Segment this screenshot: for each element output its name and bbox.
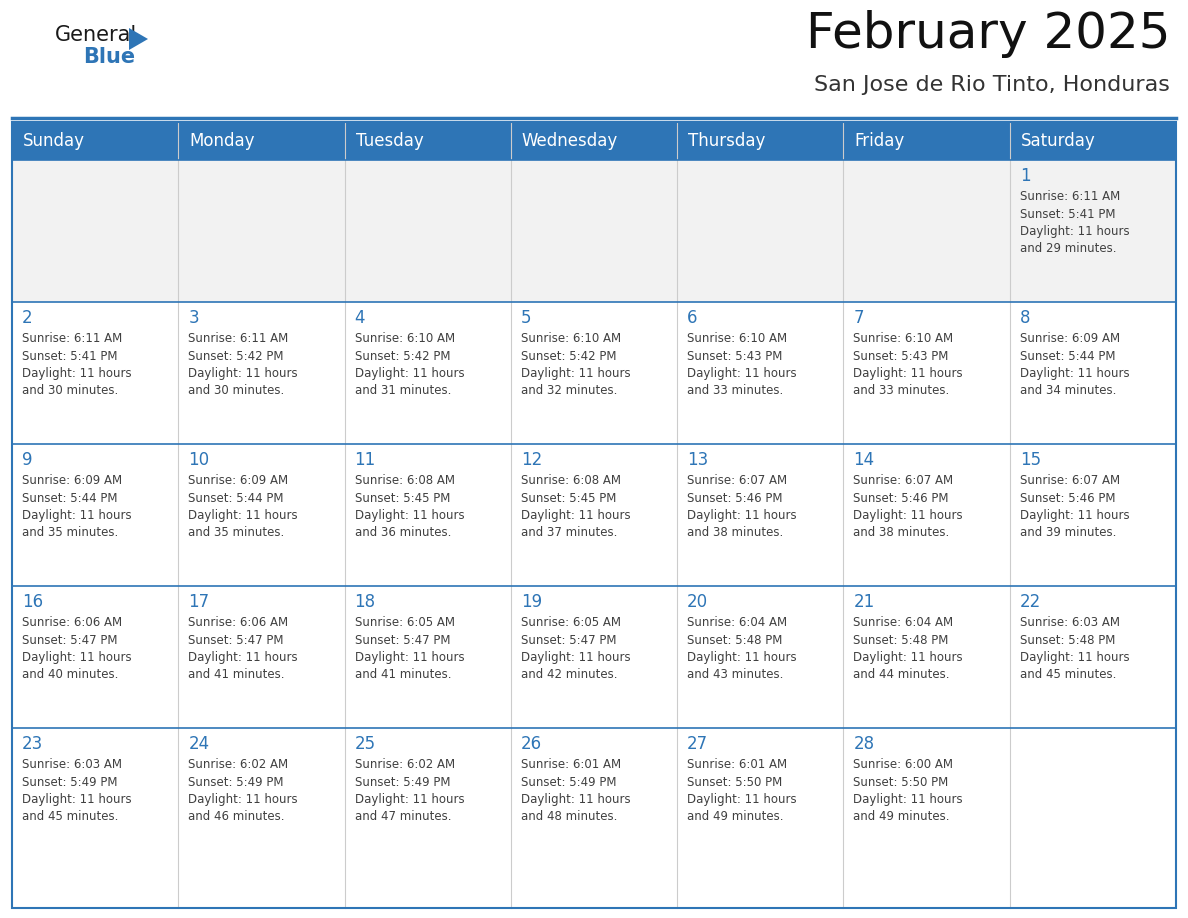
Text: 20: 20 bbox=[687, 593, 708, 611]
Text: Sunrise: 6:05 AM
Sunset: 5:47 PM
Daylight: 11 hours
and 41 minutes.: Sunrise: 6:05 AM Sunset: 5:47 PM Dayligh… bbox=[354, 616, 465, 681]
Text: 12: 12 bbox=[520, 451, 542, 469]
Text: 7: 7 bbox=[853, 309, 864, 327]
Text: 9: 9 bbox=[23, 451, 32, 469]
Text: Sunrise: 6:02 AM
Sunset: 5:49 PM
Daylight: 11 hours
and 47 minutes.: Sunrise: 6:02 AM Sunset: 5:49 PM Dayligh… bbox=[354, 758, 465, 823]
Text: Sunrise: 6:09 AM
Sunset: 5:44 PM
Daylight: 11 hours
and 35 minutes.: Sunrise: 6:09 AM Sunset: 5:44 PM Dayligh… bbox=[188, 474, 298, 540]
Text: Sunrise: 6:11 AM
Sunset: 5:41 PM
Daylight: 11 hours
and 29 minutes.: Sunrise: 6:11 AM Sunset: 5:41 PM Dayligh… bbox=[1019, 190, 1130, 255]
Bar bbox=[12, 160, 1176, 302]
Text: Sunrise: 6:04 AM
Sunset: 5:48 PM
Daylight: 11 hours
and 44 minutes.: Sunrise: 6:04 AM Sunset: 5:48 PM Dayligh… bbox=[853, 616, 963, 681]
Text: 21: 21 bbox=[853, 593, 874, 611]
Bar bbox=[12, 122, 1176, 908]
Text: Sunrise: 6:01 AM
Sunset: 5:49 PM
Daylight: 11 hours
and 48 minutes.: Sunrise: 6:01 AM Sunset: 5:49 PM Dayligh… bbox=[520, 758, 631, 823]
Text: Sunrise: 6:07 AM
Sunset: 5:46 PM
Daylight: 11 hours
and 39 minutes.: Sunrise: 6:07 AM Sunset: 5:46 PM Dayligh… bbox=[1019, 474, 1130, 540]
Text: Friday: Friday bbox=[854, 132, 905, 150]
Text: 14: 14 bbox=[853, 451, 874, 469]
Text: 17: 17 bbox=[188, 593, 209, 611]
Text: Sunrise: 6:10 AM
Sunset: 5:42 PM
Daylight: 11 hours
and 32 minutes.: Sunrise: 6:10 AM Sunset: 5:42 PM Dayligh… bbox=[520, 332, 631, 397]
Text: Sunrise: 6:06 AM
Sunset: 5:47 PM
Daylight: 11 hours
and 41 minutes.: Sunrise: 6:06 AM Sunset: 5:47 PM Dayligh… bbox=[188, 616, 298, 681]
Text: 26: 26 bbox=[520, 735, 542, 753]
Text: Sunrise: 6:07 AM
Sunset: 5:46 PM
Daylight: 11 hours
and 38 minutes.: Sunrise: 6:07 AM Sunset: 5:46 PM Dayligh… bbox=[687, 474, 797, 540]
Text: Sunrise: 6:01 AM
Sunset: 5:50 PM
Daylight: 11 hours
and 49 minutes.: Sunrise: 6:01 AM Sunset: 5:50 PM Dayligh… bbox=[687, 758, 797, 823]
Text: 27: 27 bbox=[687, 735, 708, 753]
Text: Sunrise: 6:06 AM
Sunset: 5:47 PM
Daylight: 11 hours
and 40 minutes.: Sunrise: 6:06 AM Sunset: 5:47 PM Dayligh… bbox=[23, 616, 132, 681]
Text: 4: 4 bbox=[354, 309, 365, 327]
Text: Sunrise: 6:11 AM
Sunset: 5:41 PM
Daylight: 11 hours
and 30 minutes.: Sunrise: 6:11 AM Sunset: 5:41 PM Dayligh… bbox=[23, 332, 132, 397]
Text: Sunrise: 6:05 AM
Sunset: 5:47 PM
Daylight: 11 hours
and 42 minutes.: Sunrise: 6:05 AM Sunset: 5:47 PM Dayligh… bbox=[520, 616, 631, 681]
Text: Sunrise: 6:04 AM
Sunset: 5:48 PM
Daylight: 11 hours
and 43 minutes.: Sunrise: 6:04 AM Sunset: 5:48 PM Dayligh… bbox=[687, 616, 797, 681]
Bar bbox=[12, 444, 1176, 586]
Text: 25: 25 bbox=[354, 735, 375, 753]
Text: 24: 24 bbox=[188, 735, 209, 753]
Text: 16: 16 bbox=[23, 593, 43, 611]
Text: 6: 6 bbox=[687, 309, 697, 327]
Text: Sunrise: 6:07 AM
Sunset: 5:46 PM
Daylight: 11 hours
and 38 minutes.: Sunrise: 6:07 AM Sunset: 5:46 PM Dayligh… bbox=[853, 474, 963, 540]
Text: 1: 1 bbox=[1019, 167, 1030, 185]
Text: Sunrise: 6:08 AM
Sunset: 5:45 PM
Daylight: 11 hours
and 36 minutes.: Sunrise: 6:08 AM Sunset: 5:45 PM Dayligh… bbox=[354, 474, 465, 540]
Text: Sunrise: 6:02 AM
Sunset: 5:49 PM
Daylight: 11 hours
and 46 minutes.: Sunrise: 6:02 AM Sunset: 5:49 PM Dayligh… bbox=[188, 758, 298, 823]
Polygon shape bbox=[129, 28, 148, 50]
Text: Sunrise: 6:11 AM
Sunset: 5:42 PM
Daylight: 11 hours
and 30 minutes.: Sunrise: 6:11 AM Sunset: 5:42 PM Dayligh… bbox=[188, 332, 298, 397]
Text: Saturday: Saturday bbox=[1020, 132, 1095, 150]
Text: Sunrise: 6:08 AM
Sunset: 5:45 PM
Daylight: 11 hours
and 37 minutes.: Sunrise: 6:08 AM Sunset: 5:45 PM Dayligh… bbox=[520, 474, 631, 540]
Text: 2: 2 bbox=[23, 309, 32, 327]
Text: Sunrise: 6:10 AM
Sunset: 5:43 PM
Daylight: 11 hours
and 33 minutes.: Sunrise: 6:10 AM Sunset: 5:43 PM Dayligh… bbox=[687, 332, 797, 397]
Text: 22: 22 bbox=[1019, 593, 1041, 611]
Text: Sunrise: 6:10 AM
Sunset: 5:43 PM
Daylight: 11 hours
and 33 minutes.: Sunrise: 6:10 AM Sunset: 5:43 PM Dayligh… bbox=[853, 332, 963, 397]
Text: Monday: Monday bbox=[189, 132, 254, 150]
Text: Sunday: Sunday bbox=[23, 132, 86, 150]
Text: 23: 23 bbox=[23, 735, 43, 753]
Text: Sunrise: 6:09 AM
Sunset: 5:44 PM
Daylight: 11 hours
and 34 minutes.: Sunrise: 6:09 AM Sunset: 5:44 PM Dayligh… bbox=[1019, 332, 1130, 397]
Text: 8: 8 bbox=[1019, 309, 1030, 327]
Bar bbox=[12, 302, 1176, 444]
Text: 10: 10 bbox=[188, 451, 209, 469]
Bar bbox=[12, 586, 1176, 728]
Text: Thursday: Thursday bbox=[688, 132, 765, 150]
Text: Sunrise: 6:03 AM
Sunset: 5:49 PM
Daylight: 11 hours
and 45 minutes.: Sunrise: 6:03 AM Sunset: 5:49 PM Dayligh… bbox=[23, 758, 132, 823]
Text: 5: 5 bbox=[520, 309, 531, 327]
Text: General: General bbox=[55, 25, 138, 45]
Bar bbox=[12, 122, 1176, 160]
Text: 15: 15 bbox=[1019, 451, 1041, 469]
Text: Wednesday: Wednesday bbox=[522, 132, 618, 150]
Text: 11: 11 bbox=[354, 451, 375, 469]
Bar bbox=[12, 728, 1176, 870]
Text: Blue: Blue bbox=[83, 47, 135, 67]
Text: February 2025: February 2025 bbox=[805, 10, 1170, 58]
Text: Sunrise: 6:09 AM
Sunset: 5:44 PM
Daylight: 11 hours
and 35 minutes.: Sunrise: 6:09 AM Sunset: 5:44 PM Dayligh… bbox=[23, 474, 132, 540]
Text: San Jose de Rio Tinto, Honduras: San Jose de Rio Tinto, Honduras bbox=[814, 75, 1170, 95]
Text: 28: 28 bbox=[853, 735, 874, 753]
Text: 13: 13 bbox=[687, 451, 708, 469]
Text: 18: 18 bbox=[354, 593, 375, 611]
Text: Sunrise: 6:00 AM
Sunset: 5:50 PM
Daylight: 11 hours
and 49 minutes.: Sunrise: 6:00 AM Sunset: 5:50 PM Dayligh… bbox=[853, 758, 963, 823]
Text: Sunrise: 6:10 AM
Sunset: 5:42 PM
Daylight: 11 hours
and 31 minutes.: Sunrise: 6:10 AM Sunset: 5:42 PM Dayligh… bbox=[354, 332, 465, 397]
Text: 19: 19 bbox=[520, 593, 542, 611]
Text: Tuesday: Tuesday bbox=[355, 132, 423, 150]
Text: 3: 3 bbox=[188, 309, 198, 327]
Text: Sunrise: 6:03 AM
Sunset: 5:48 PM
Daylight: 11 hours
and 45 minutes.: Sunrise: 6:03 AM Sunset: 5:48 PM Dayligh… bbox=[1019, 616, 1130, 681]
